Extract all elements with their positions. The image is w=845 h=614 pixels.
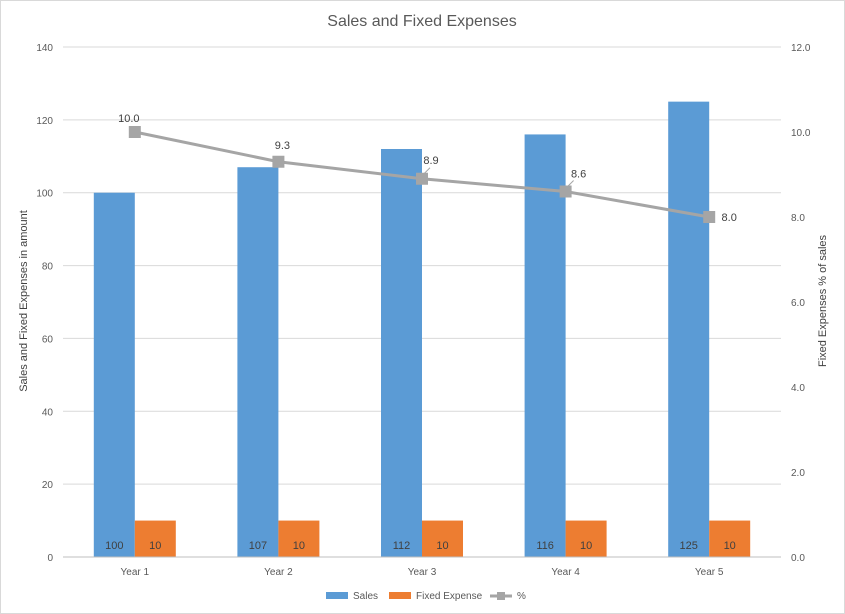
bar-fixed-expense: [709, 520, 751, 557]
bar-fixed-expense: [134, 520, 176, 557]
percent-marker: [272, 155, 285, 168]
y2-tick-label: 8.0: [791, 213, 805, 224]
bar-sales: [237, 167, 279, 557]
bar-label-sales: 107: [249, 540, 267, 552]
bar-label-sales: 112: [393, 540, 411, 552]
y2-tick-label: 4.0: [791, 383, 805, 394]
data-labels: 100 10 107 10 112 10 116 10 125 10 10.0 9.3 8.9 8.6 8.…: [105, 113, 737, 552]
percent-marker: [416, 172, 428, 185]
legend: Sales Fixed Expense%: [326, 591, 526, 602]
bar-label-sales: 100: [105, 540, 123, 552]
bar-sales: [93, 192, 135, 557]
percent-marker: [128, 126, 141, 138]
bar-fixed-expense: [278, 520, 320, 557]
percent-line: [128, 126, 716, 223]
percent-marker: [559, 185, 572, 198]
x-tick-label: Year 1: [121, 567, 150, 578]
percent-label: 9.3: [275, 140, 290, 152]
bar-label-fixed-expense: 10: [724, 540, 736, 552]
legend-marker: [497, 592, 505, 600]
y2-tick-label: 6.0: [791, 298, 805, 309]
y-tick-label: 60: [42, 334, 54, 345]
bar-fixed-expense: [565, 520, 607, 557]
percent-label: 10.0: [118, 113, 139, 125]
bar-fixed-expense: [422, 520, 463, 557]
y2-tick-label: 12.0: [791, 43, 811, 54]
x-tick-label: Year 5: [695, 567, 724, 578]
percent-marker: [703, 211, 716, 223]
legend-label: Fixed Expense: [416, 591, 483, 602]
legend-label: %: [517, 591, 526, 602]
bar-sales: [524, 134, 566, 557]
percent-label: 8.6: [571, 169, 586, 181]
bar-label-sales: 116: [536, 540, 554, 552]
y2-tick-label: 10.0: [791, 128, 811, 139]
x-tick-label: Year 4: [551, 567, 580, 578]
y-tick-label: 20: [42, 480, 54, 491]
y2-axis-title: Fixed Expenses % of sales: [817, 234, 829, 367]
y-tick-label: 120: [36, 116, 53, 127]
y2-tick-label: 2.0: [791, 468, 805, 479]
y-tick-label: 0: [47, 553, 53, 564]
label-leader-line: [567, 180, 574, 187]
chart-title: Sales and Fixed Expenses: [327, 13, 516, 30]
legend-swatch: [389, 592, 411, 599]
bars: [93, 101, 751, 558]
label-leader-line: [423, 167, 431, 175]
y-axis-title: Sales and Fixed Expenses in amount: [18, 210, 30, 392]
legend-swatch: [326, 592, 348, 599]
legend-label: Sales: [353, 591, 378, 602]
y-tick-label: 80: [42, 262, 54, 273]
bar-sales: [668, 101, 710, 558]
percent-label: 8.9: [423, 155, 438, 167]
y2-tick-label: 0.0: [791, 553, 805, 564]
y-tick-label: 100: [36, 189, 53, 200]
bar-label-fixed-expense: 10: [293, 540, 305, 552]
bar-sales: [381, 149, 422, 557]
axes: 0 20 40 60 80 100 120 140 0.0 2.0 4.0 6.0 8.0 10.0 12.…: [36, 43, 811, 578]
y-tick-label: 140: [36, 43, 53, 54]
percent-label: 8.0: [722, 212, 737, 224]
bar-label-sales: 125: [680, 540, 698, 552]
y-tick-label: 40: [42, 407, 54, 418]
x-tick-label: Year 3: [408, 567, 437, 578]
bar-label-fixed-expense: 10: [580, 540, 592, 552]
x-tick-label: Year 2: [264, 567, 293, 578]
bar-label-fixed-expense: 10: [149, 540, 161, 552]
bar-label-fixed-expense: 10: [436, 540, 448, 552]
